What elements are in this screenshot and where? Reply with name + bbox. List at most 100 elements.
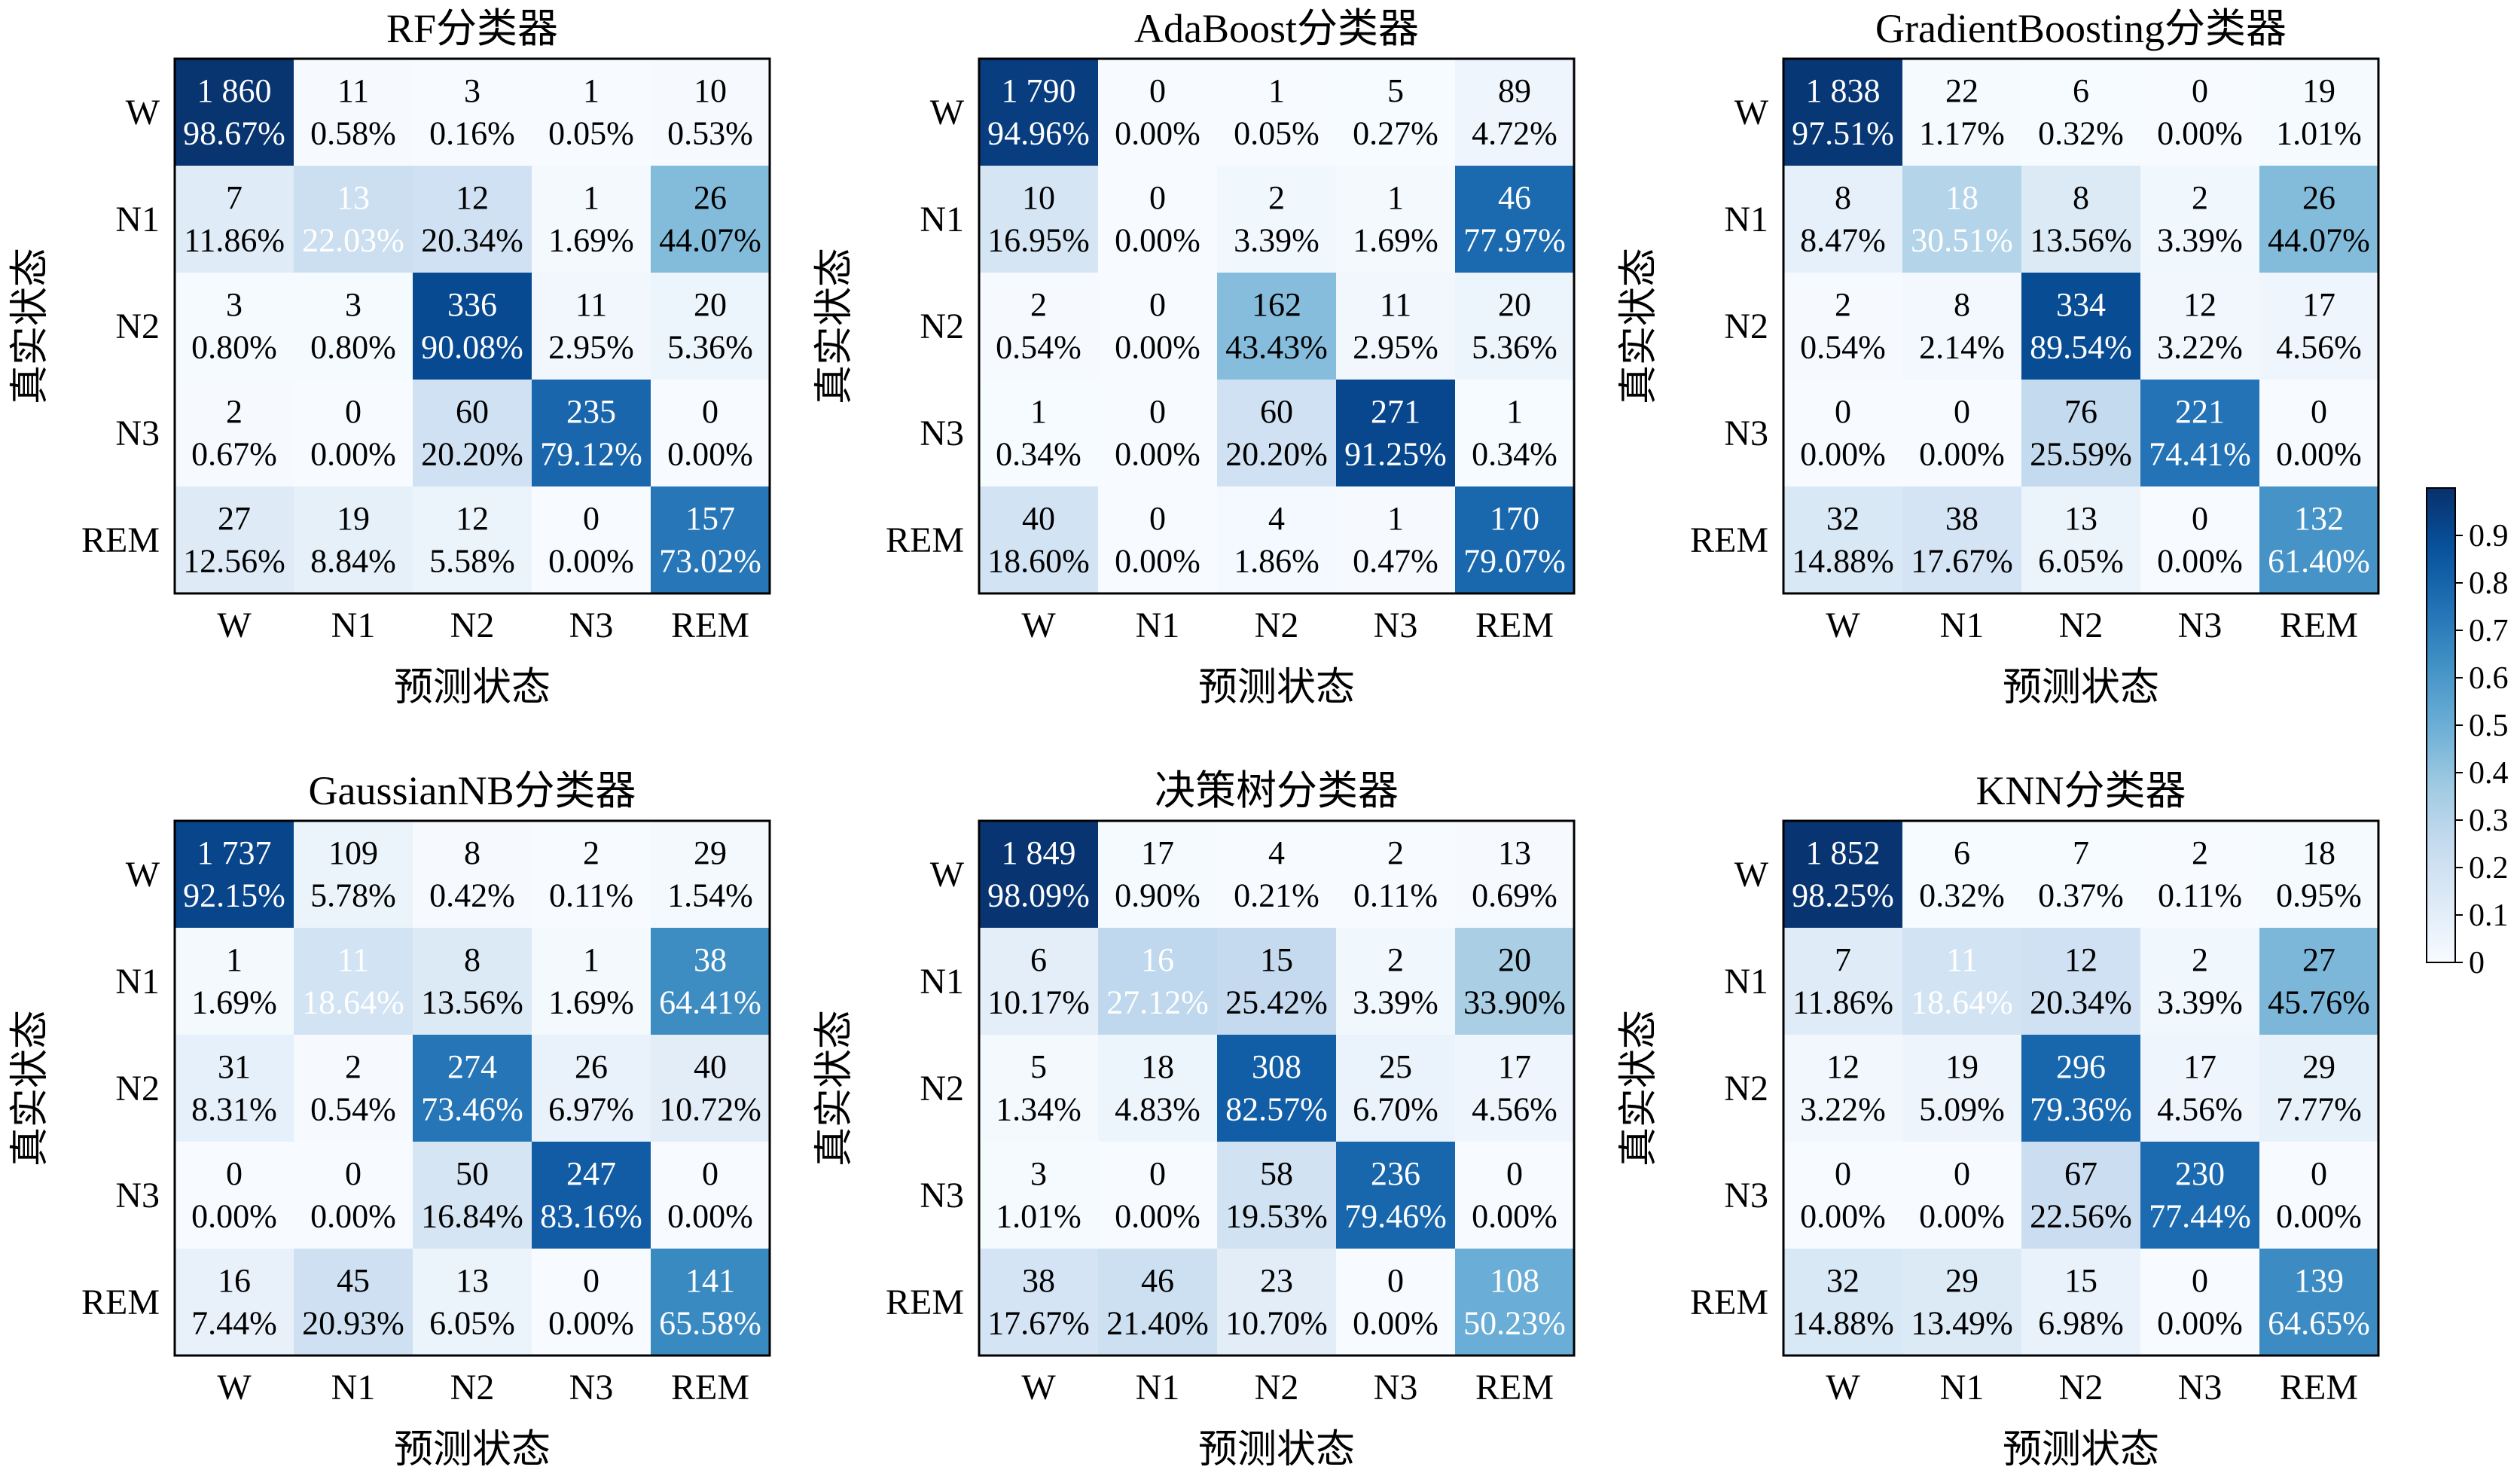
cell-percent-label: 1.01%: [2276, 115, 2362, 152]
cell-percent-label: 50.23%: [1463, 1305, 1566, 1342]
cell-count-label: 46: [1141, 1262, 1174, 1299]
cell-count-label: 2: [345, 1048, 362, 1085]
matrix-cell: [413, 380, 532, 486]
matrix-cell: [413, 1035, 532, 1142]
matrix-cell: [532, 1249, 651, 1356]
cell-percent-label: 4.56%: [1472, 1091, 1557, 1128]
cell-percent-label: 25.42%: [1225, 984, 1328, 1021]
matrix-cell: [1217, 166, 1336, 273]
row-tick-label: N3: [1724, 1176, 1768, 1215]
cell-percent-label: 22.03%: [302, 222, 404, 259]
matrix-cell: [1455, 1142, 1574, 1249]
cell-percent-label: 5.36%: [1472, 329, 1557, 366]
matrix-cell: [1783, 380, 1902, 486]
cell-count-label: 12: [456, 179, 489, 216]
cell-count-label: 16: [1141, 941, 1174, 978]
matrix-cell: [294, 166, 413, 273]
matrix-cell: [1098, 59, 1217, 166]
x-axis-title: 预测状态: [2003, 1429, 2159, 1471]
colorbar-tick-label: 0.6: [2469, 661, 2509, 696]
cell-percent-label: 0.00%: [548, 1305, 634, 1342]
cell-percent-label: 0.00%: [310, 436, 396, 473]
matrix-frame: [1782, 819, 2380, 1357]
matrix-cell: [175, 821, 294, 928]
cell-percent-label: 3.39%: [2157, 984, 2243, 1021]
cell-percent-label: 4.83%: [1115, 1091, 1201, 1128]
cell-percent-label: 0.00%: [548, 543, 634, 580]
matrix-cell: [979, 821, 1098, 928]
cell-count-label: 162: [1252, 286, 1301, 323]
matrix-cell: [175, 928, 294, 1035]
cell-count-label: 8: [2073, 179, 2089, 216]
col-tick-label: N1: [1940, 605, 1985, 645]
cell-count-label: 17: [2183, 1048, 2216, 1085]
cell-percent-label: 13.56%: [421, 984, 523, 1021]
cell-count-label: 1 790: [1002, 72, 1076, 109]
cell-percent-label: 0.00%: [1115, 436, 1201, 473]
col-tick-label: W: [217, 605, 252, 645]
cell-percent-label: 74.41%: [2149, 436, 2251, 473]
cell-count-label: 0: [2192, 500, 2208, 537]
row-tick-label: N3: [920, 1176, 964, 1215]
cell-count-label: 25: [1379, 1048, 1412, 1085]
cell-percent-label: 0.00%: [1919, 1198, 2005, 1235]
cell-percent-label: 3.39%: [2157, 222, 2243, 259]
row-tick-label: REM: [81, 520, 160, 560]
cell-percent-label: 0.00%: [2276, 436, 2362, 473]
matrix-cell: [1783, 486, 1902, 593]
matrix-cell: [979, 1249, 1098, 1356]
matrix-cell: [1217, 486, 1336, 593]
matrix-cell: [1902, 59, 2021, 166]
matrix-cell: [532, 928, 651, 1035]
cell-percent-label: 92.15%: [183, 877, 285, 914]
cell-count-label: 7: [226, 179, 243, 216]
cell-count-label: 1: [583, 179, 599, 216]
matrix-cell: [1098, 1249, 1217, 1356]
cell-percent-label: 0.00%: [1919, 436, 2005, 473]
cell-percent-label: 2.14%: [1919, 329, 2005, 366]
matrix-cell: [2140, 1249, 2259, 1356]
col-tick-label: N3: [569, 605, 614, 645]
cell-count-label: 1 838: [1806, 72, 1881, 109]
matrix-cell: [1098, 380, 1217, 486]
cell-count-label: 26: [694, 179, 727, 216]
matrix-cell: [294, 273, 413, 380]
matrix-cell: [1455, 273, 1574, 380]
cell-count-label: 2: [226, 393, 243, 430]
row-tick-label: N1: [115, 962, 160, 1002]
matrix-frame: [173, 57, 771, 595]
cell-count-label: 20: [1498, 941, 1531, 978]
cell-count-label: 11: [1380, 286, 1411, 323]
matrix-cell: [175, 1035, 294, 1142]
cell-percent-label: 6.97%: [548, 1091, 634, 1128]
cell-percent-label: 44.07%: [2268, 222, 2370, 259]
cell-count-label: 157: [685, 500, 735, 537]
cell-percent-label: 73.02%: [659, 543, 761, 580]
cell-count-label: 38: [1022, 1262, 1055, 1299]
cell-percent-label: 1.69%: [1353, 222, 1438, 259]
col-tick-label: REM: [1475, 1368, 1554, 1407]
cell-percent-label: 45.76%: [2268, 984, 2370, 1021]
col-tick-label: N3: [1374, 1368, 1418, 1407]
cell-count-label: 170: [1490, 500, 1539, 537]
cell-percent-label: 98.25%: [1792, 877, 1894, 914]
cell-count-label: 2: [1387, 834, 1404, 871]
cell-percent-label: 0.16%: [429, 115, 515, 152]
matrix-cell: [1098, 1035, 1217, 1142]
cell-count-label: 0: [2311, 393, 2327, 430]
cell-count-label: 40: [694, 1048, 727, 1085]
y-axis-title: 真实状态: [1618, 1010, 1661, 1167]
matrix-cell: [1336, 1035, 1455, 1142]
cell-count-label: 247: [566, 1155, 616, 1192]
col-tick-label: N1: [1136, 1368, 1180, 1407]
cell-percent-label: 94.96%: [987, 115, 1090, 152]
cell-percent-label: 0.21%: [1234, 877, 1319, 914]
cell-percent-label: 27.12%: [1106, 984, 1209, 1021]
matrix-cell: [2021, 273, 2140, 380]
cell-percent-label: 10.70%: [1225, 1305, 1328, 1342]
cell-count-label: 308: [1252, 1048, 1301, 1085]
cell-count-label: 31: [218, 1048, 251, 1085]
cell-percent-label: 1.01%: [996, 1198, 1082, 1235]
cell-percent-label: 33.90%: [1463, 984, 1566, 1021]
cell-percent-label: 77.97%: [1463, 222, 1566, 259]
